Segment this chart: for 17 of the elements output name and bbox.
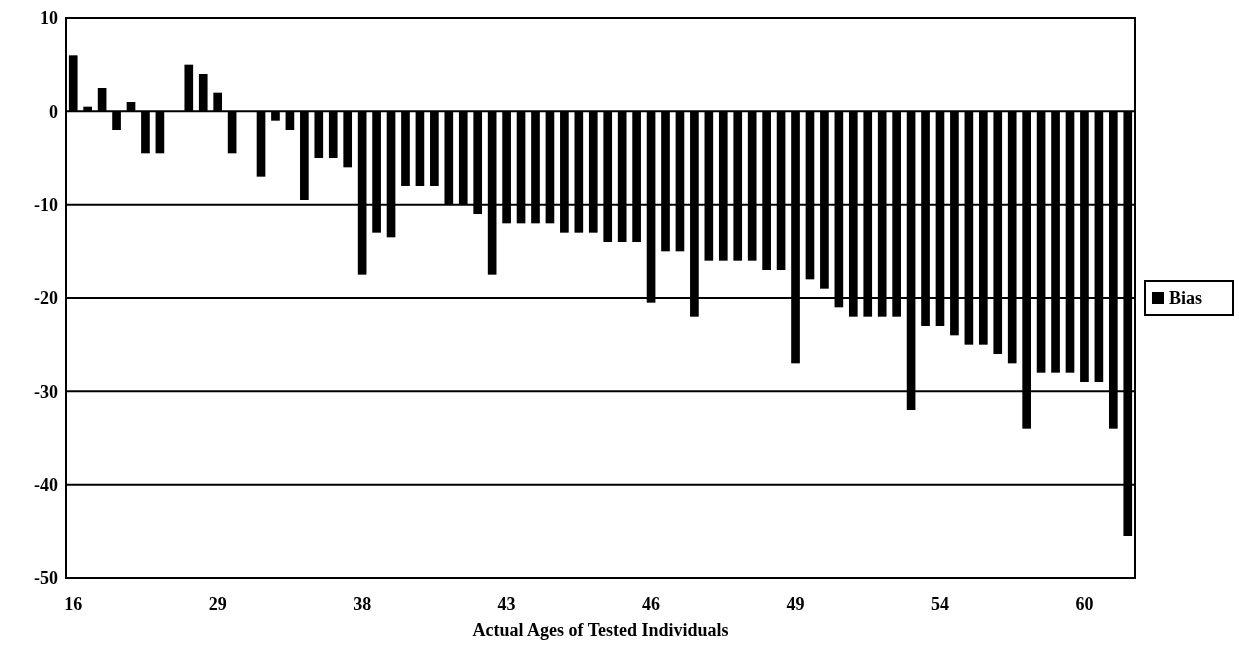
x-tick-label: 54: [930, 594, 949, 614]
x-axis-title: Actual Ages of Tested Individuals: [472, 620, 729, 640]
x-tick-label: 43: [497, 594, 516, 614]
y-tick-label: -10: [34, 194, 58, 215]
y-tick-label: -50: [34, 568, 58, 589]
y-tick-label: -30: [34, 381, 58, 402]
x-tick-label: 60: [1075, 594, 1094, 614]
y-tick-label: -20: [34, 288, 58, 309]
x-tick-label: 46: [642, 594, 661, 614]
y-tick-label: 10: [40, 8, 58, 29]
x-tick-label: 38: [353, 594, 372, 614]
x-tick-label: 49: [786, 594, 805, 614]
legend-label: Bias: [1169, 288, 1203, 309]
x-tick-label: 16: [64, 594, 83, 614]
x-tick-label: 29: [208, 594, 227, 614]
y-tick-label: -40: [34, 474, 58, 495]
y-tick-label: 0: [49, 101, 58, 122]
